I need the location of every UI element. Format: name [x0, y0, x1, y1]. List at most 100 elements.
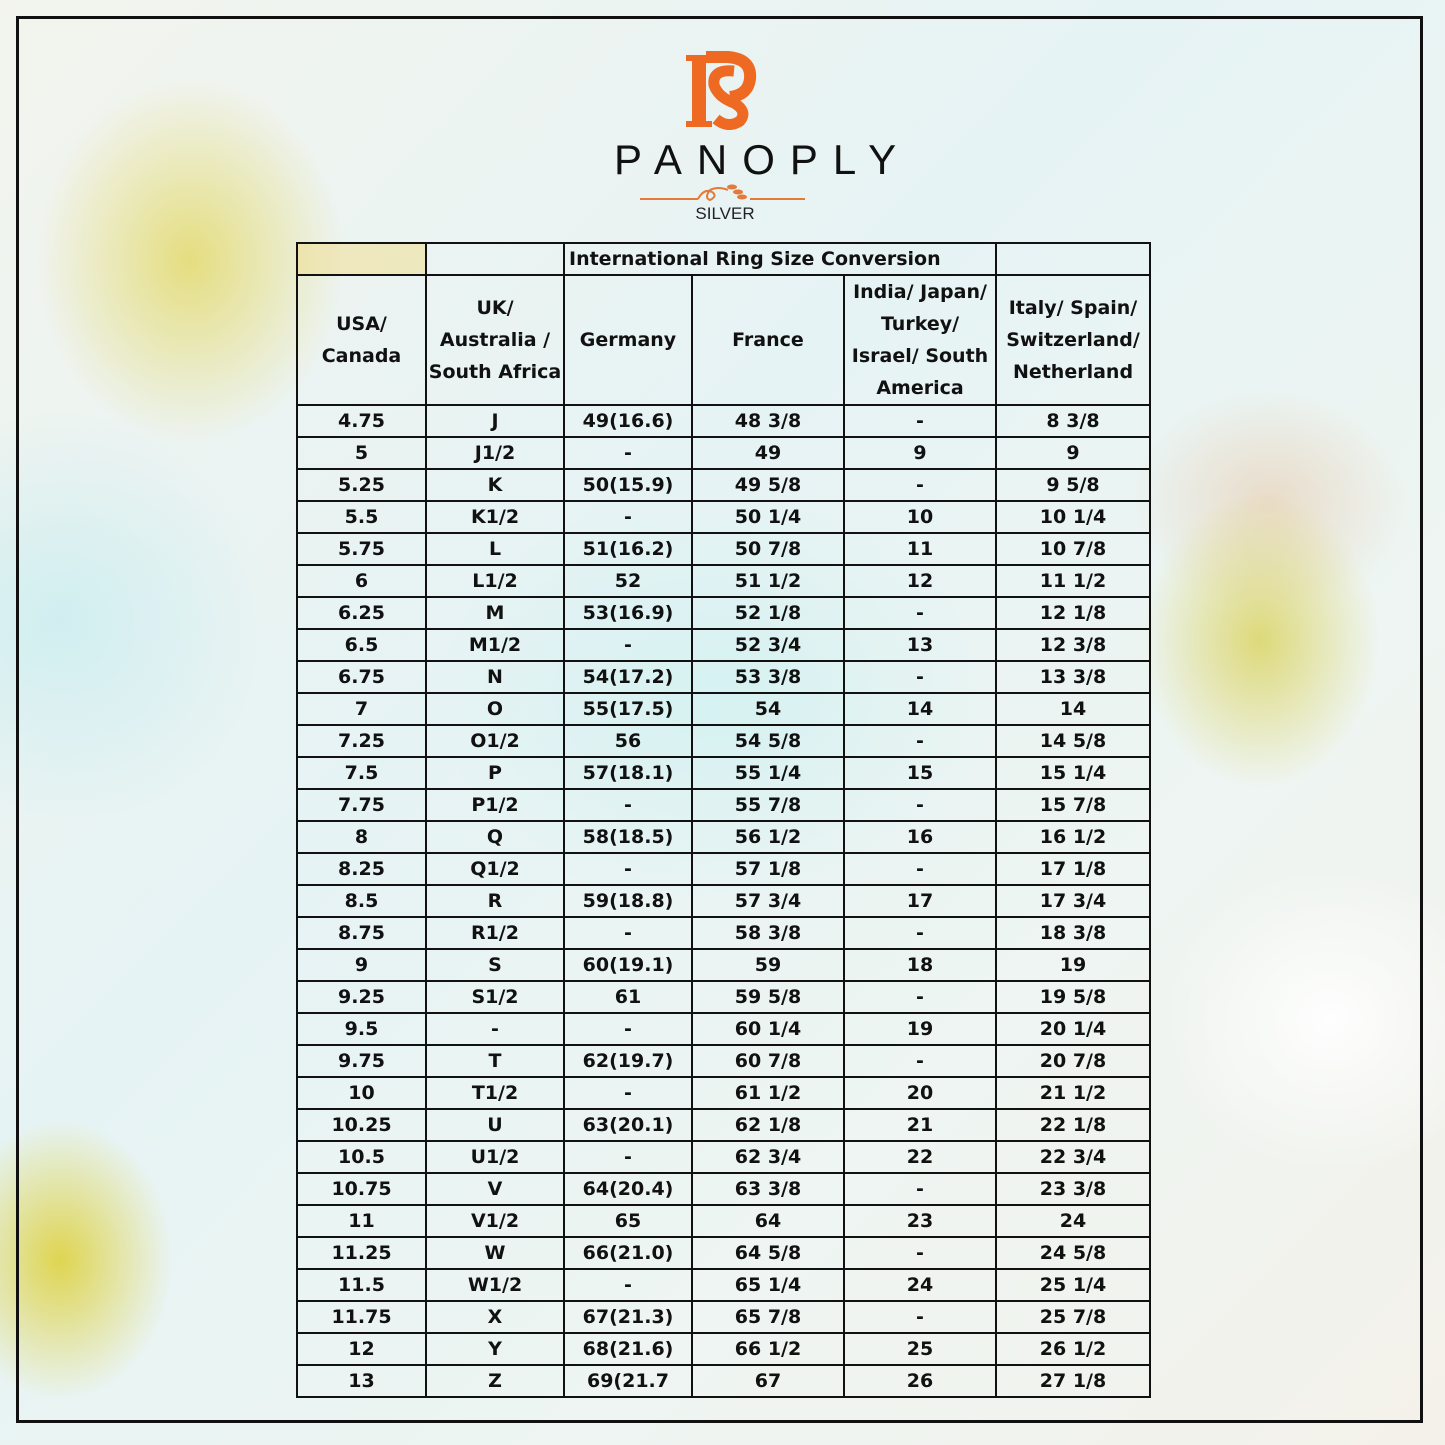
cell-usa-canada: 11.25 [296, 1236, 427, 1270]
cell-france: 57 1/8 [691, 852, 845, 886]
title-row: International Ring Size Conversion [296, 242, 1151, 276]
cell-india-japan: - [843, 852, 997, 886]
cell-france: 63 3/8 [691, 1172, 845, 1206]
cell-uk-australia: M [425, 596, 565, 630]
cell-germany: - [563, 500, 693, 534]
cell-france: 60 7/8 [691, 1044, 845, 1078]
cell-france: 66 1/2 [691, 1332, 845, 1366]
cell-france: 50 1/4 [691, 500, 845, 534]
cell-france: 62 3/4 [691, 1140, 845, 1174]
cell-france: 65 1/4 [691, 1268, 845, 1302]
cell-france: 67 [691, 1364, 845, 1398]
table-row: 11 V1/2 65 64 23 24 [296, 1204, 1151, 1238]
table-row: 8 Q 58(18.5) 56 1/2 16 16 1/2 [296, 820, 1151, 854]
empty-cell [296, 242, 427, 276]
cell-india-japan: 26 [843, 1364, 997, 1398]
cell-uk-australia: L [425, 532, 565, 566]
cell-italy-spain: 19 5/8 [995, 980, 1151, 1014]
cell-uk-australia: T1/2 [425, 1076, 565, 1110]
cell-usa-canada: 7.25 [296, 724, 427, 758]
cell-france: 60 1/4 [691, 1012, 845, 1046]
table-row: 7.5 P 57(18.1) 55 1/4 15 15 1/4 [296, 756, 1151, 790]
cell-france: 59 5/8 [691, 980, 845, 1014]
cell-uk-australia: R1/2 [425, 916, 565, 950]
table-row: 8.75 R1/2-58 3/8-18 3/8 [296, 916, 1151, 950]
cell-germany: 49(16.6) [563, 404, 693, 438]
cell-germany: - [563, 852, 693, 886]
cell-uk-australia: Y [425, 1332, 565, 1366]
cell-france: 65 7/8 [691, 1300, 845, 1334]
cell-india-japan: - [843, 916, 997, 950]
cell-uk-australia: V [425, 1172, 565, 1206]
cell-usa-canada: 9.25 [296, 980, 427, 1014]
table-row: 8.5 R 59(18.8) 57 3/4 17 17 3/4 [296, 884, 1151, 918]
cell-india-japan: 9 [843, 436, 997, 470]
cell-usa-canada: 6.5 [296, 628, 427, 662]
cell-italy-spain: 20 1/4 [995, 1012, 1151, 1046]
cell-italy-spain: 16 1/2 [995, 820, 1151, 854]
cell-germany: 67(21.3) [563, 1300, 693, 1334]
cell-usa-canada: 11 [296, 1204, 427, 1238]
cell-india-japan: - [843, 1172, 997, 1206]
table-row: 10.25 U 63(20.1) 62 1/8 21 22 1/8 [296, 1108, 1151, 1142]
table-row: 11.5 W1/2-65 1/4 24 25 1/4 [296, 1268, 1151, 1302]
cell-italy-spain: 14 5/8 [995, 724, 1151, 758]
cell-uk-australia: O1/2 [425, 724, 565, 758]
table-row: 10 T1/2-61 1/2 20 21 1/2 [296, 1076, 1151, 1110]
table-row: 5 J1/2-49 9 9 [296, 436, 1151, 470]
cell-germany: 61 [563, 980, 693, 1014]
brand-name: PANOPLY [614, 136, 912, 183]
ring-size-table: International Ring Size Conversion USA/ … [296, 242, 1151, 1398]
cell-usa-canada: 9 [296, 948, 427, 982]
cell-italy-spain: 24 [995, 1204, 1151, 1238]
cell-germany: 53(16.9) [563, 596, 693, 630]
cell-india-japan: - [843, 660, 997, 694]
cell-india-japan: 16 [843, 820, 997, 854]
table-row: 4.75 J 49(16.6) 48 3/8-8 3/8 [296, 404, 1151, 438]
cell-germany: - [563, 788, 693, 822]
cell-usa-canada: 8.5 [296, 884, 427, 918]
cell-usa-canada: 5 [296, 436, 427, 470]
table-row: 10.75 V 64(20.4) 63 3/8-23 3/8 [296, 1172, 1151, 1206]
table-title: International Ring Size Conversion [563, 242, 997, 276]
cell-uk-australia: K1/2 [425, 500, 565, 534]
table-row: 6 L1/2 52 51 1/2 12 11 1/2 [296, 564, 1151, 598]
header-uk-australia: UK/ Australia / South Africa [425, 274, 565, 406]
table-row: 10.5 U1/2-62 3/4 22 22 3/4 [296, 1140, 1151, 1174]
cell-uk-australia: L1/2 [425, 564, 565, 598]
cell-germany: 64(20.4) [563, 1172, 693, 1206]
cell-usa-canada: 10.75 [296, 1172, 427, 1206]
table-row: 6.5 M1/2-52 3/4 13 12 3/8 [296, 628, 1151, 662]
cell-uk-australia: R [425, 884, 565, 918]
header-india-japan: India/ Japan/ Turkey/ Israel/ South Amer… [843, 274, 997, 406]
cell-germany: 55(17.5) [563, 692, 693, 726]
cell-italy-spain: 9 [995, 436, 1151, 470]
cell-uk-australia: M1/2 [425, 628, 565, 662]
header-row: USA/ Canada UK/ Australia / South Africa G… [296, 274, 1151, 406]
cell-uk-australia: U1/2 [425, 1140, 565, 1174]
cell-uk-australia: V1/2 [425, 1204, 565, 1238]
leaf-ornament-icon [600, 184, 850, 204]
header-germany: Germany [563, 274, 693, 406]
cell-india-japan: - [843, 468, 997, 502]
table-row: 12 Y 68(21.6) 66 1/2 25 26 1/2 [296, 1332, 1151, 1366]
cell-india-japan: 17 [843, 884, 997, 918]
cell-italy-spain: 22 1/8 [995, 1108, 1151, 1142]
table-row: 8.25 Q1/2-57 1/8-17 1/8 [296, 852, 1151, 886]
cell-italy-spain: 13 3/8 [995, 660, 1151, 694]
cell-italy-spain: 17 3/4 [995, 884, 1151, 918]
cell-usa-canada: 7 [296, 692, 427, 726]
cell-italy-spain: 23 3/8 [995, 1172, 1151, 1206]
cell-germany: - [563, 436, 693, 470]
cell-germany: 51(16.2) [563, 532, 693, 566]
cell-italy-spain: 18 3/8 [995, 916, 1151, 950]
cell-italy-spain: 12 1/8 [995, 596, 1151, 630]
cell-france: 48 3/8 [691, 404, 845, 438]
cell-india-japan: 24 [843, 1268, 997, 1302]
cell-germany: 65 [563, 1204, 693, 1238]
cell-usa-canada: 6.25 [296, 596, 427, 630]
cell-france: 64 [691, 1204, 845, 1238]
cell-germany: 56 [563, 724, 693, 758]
cell-germany: 62(19.7) [563, 1044, 693, 1078]
cell-usa-canada: 7.5 [296, 756, 427, 790]
